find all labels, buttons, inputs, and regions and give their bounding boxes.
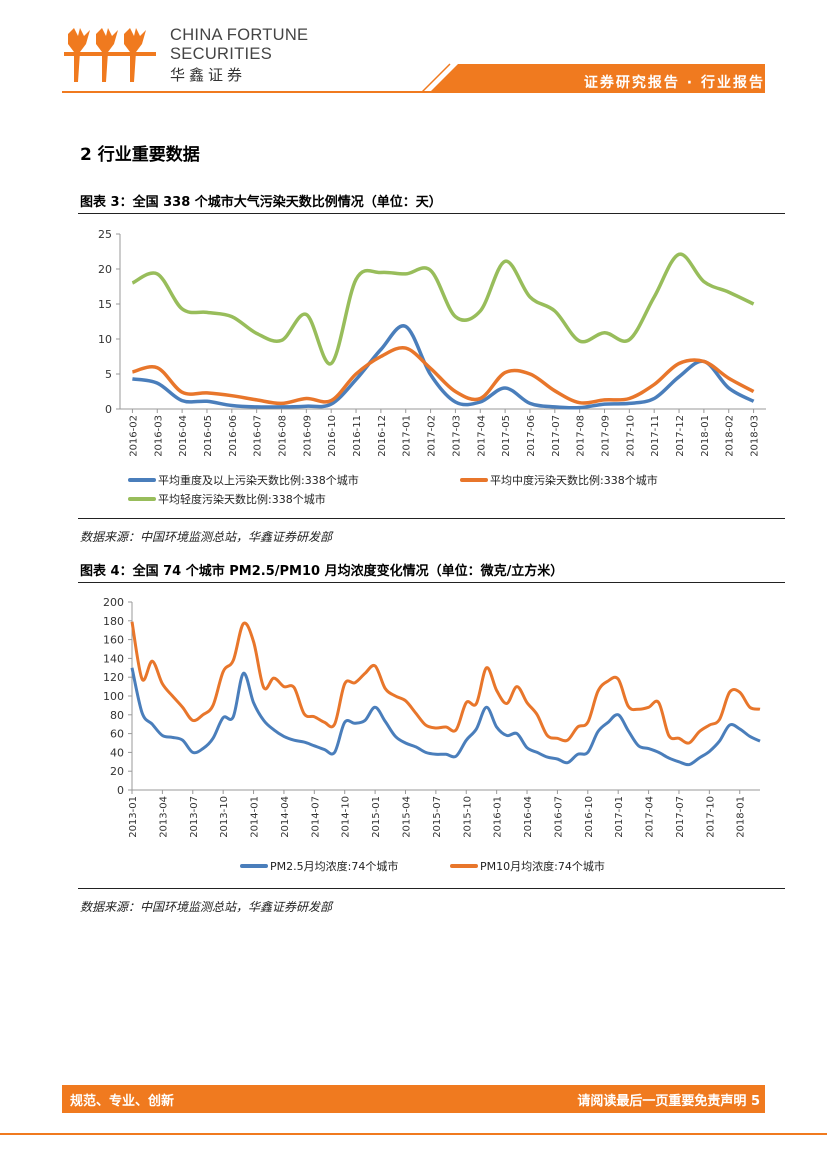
x-tick-label: 2018-02 — [725, 415, 736, 457]
x-tick-label: 2016-04 — [523, 796, 534, 838]
series-line-1 — [132, 324, 755, 410]
y-tick-label: 0 — [105, 403, 112, 416]
x-tick-label: 2017-01 — [402, 415, 413, 457]
x-tick-label: 2018-03 — [750, 415, 761, 457]
x-tick-label: 2018-01 — [736, 796, 747, 838]
x-tick-label: 2016-03 — [153, 415, 164, 457]
footer-rule — [0, 1133, 827, 1135]
figure4-title: 图表 4：全国 74 个城市 PM2.5/PM10 月均浓度变化情况（单位：微克… — [80, 564, 564, 579]
footer-slogan: 规范、专业、创新 — [70, 1094, 175, 1109]
y-tick-label: 15 — [98, 298, 112, 311]
y-tick-label: 10 — [98, 333, 112, 346]
header-tab — [430, 64, 765, 92]
report-type-label: 证券研究报告 · 行业报告 — [583, 75, 765, 91]
x-tick-label: 2015-04 — [401, 796, 412, 838]
x-tick-label: 2014-10 — [341, 796, 352, 838]
figure3-top-rule — [78, 213, 785, 214]
footer-bar — [62, 1085, 765, 1113]
series-line-3 — [131, 252, 755, 366]
y-tick-label: 40 — [110, 746, 124, 759]
y-tick-label: 160 — [103, 634, 124, 647]
footer-disclaimer: 请阅读最后一页重要免责声明 5 — [577, 1094, 760, 1109]
x-tick-label: 2016-10 — [327, 415, 338, 457]
y-tick-label: 140 — [103, 652, 124, 665]
figure4-bottom-rule — [78, 888, 785, 889]
x-tick-label: 2017-04 — [645, 796, 656, 838]
legend-label: 平均重度及以上污染天数比例:338个城市 — [158, 473, 359, 487]
x-tick-label: 2014-01 — [250, 796, 261, 838]
series-line-2 — [131, 345, 755, 406]
x-tick-label: 2016-02 — [128, 415, 139, 457]
x-tick-label: 2016-10 — [584, 796, 595, 838]
x-tick-label: 2016-05 — [203, 415, 214, 457]
x-tick-label: 2016-07 — [253, 415, 264, 457]
x-tick-label: 2017-01 — [614, 796, 625, 838]
x-tick-label: 2017-08 — [576, 415, 587, 457]
y-tick-label: 100 — [103, 690, 124, 703]
x-tick-label: 2014-07 — [310, 796, 321, 838]
x-tick-label: 2017-10 — [625, 415, 636, 457]
x-tick-label: 2016-04 — [178, 415, 189, 457]
y-tick-label: 180 — [103, 615, 124, 628]
x-tick-label: 2016-11 — [352, 415, 363, 457]
x-tick-label: 2017-04 — [476, 415, 487, 457]
x-tick-label: 2018-01 — [700, 415, 711, 457]
figure4-top-rule — [78, 582, 785, 583]
x-tick-label: 2017-12 — [675, 415, 686, 457]
x-tick-label: 2016-06 — [228, 415, 239, 457]
legend-label: 平均轻度污染天数比例:338个城市 — [158, 492, 326, 506]
x-tick-label: 2016-12 — [377, 415, 388, 457]
y-tick-label: 5 — [105, 368, 112, 381]
figure3-bottom-rule — [78, 518, 785, 519]
x-tick-label: 2014-04 — [280, 796, 291, 838]
y-tick-label: 200 — [103, 596, 124, 609]
brand-name-cn: 华鑫证券 — [170, 66, 247, 84]
y-tick-label: 80 — [110, 709, 124, 722]
x-tick-label: 2015-07 — [432, 796, 443, 838]
header-decoration — [62, 63, 765, 93]
figure3-source: 数据来源：中国环境监测总站，华鑫证券研发部 — [80, 530, 333, 544]
section-title: 2 行业重要数据 — [80, 145, 200, 165]
x-tick-label: 2015-01 — [371, 796, 382, 838]
header-tab-edge — [421, 63, 451, 93]
brand-name-en-2: SECURITIES — [170, 45, 273, 63]
y-tick-label: 120 — [103, 671, 124, 684]
chart-pollution-days: 0 5 10 15 20 25 2016-02 2016-03 2016-04 2016-05 20… — [98, 228, 766, 506]
x-tick-label: 2016-09 — [302, 415, 313, 457]
legend-label: PM10月均浓度:74个城市 — [480, 859, 605, 873]
y-tick-label: 0 — [117, 784, 124, 797]
x-tick-label: 2017-06 — [526, 415, 537, 457]
x-tick-label: 2016-01 — [493, 796, 504, 838]
legend-label: 平均中度污染天数比例:338个城市 — [490, 473, 658, 487]
x-tick-label: 2017-05 — [501, 415, 512, 457]
page-header: CHINA FORTUNE SECURITIES 华鑫证券 证券研究报告 · 行… — [0, 0, 827, 100]
legend-label: PM2.5月均浓度:74个城市 — [270, 859, 398, 873]
y-tick-label: 25 — [98, 228, 112, 241]
x-tick-label: 2016-08 — [278, 415, 289, 457]
y-tick-label: 60 — [110, 728, 124, 741]
figure3-title: 图表 3：全国 338 个城市大气污染天数比例情况（单位：天） — [80, 195, 442, 210]
x-tick-label: 2017-11 — [650, 415, 661, 457]
company-logo — [64, 28, 156, 82]
chart-pm-concentration: 0 20 40 60 80 100 120 140 160 180 200 2013-01 2013-0… — [103, 596, 761, 873]
series-line-1 — [130, 667, 761, 767]
figure4-source: 数据来源：中国环境监测总站，华鑫证券研发部 — [80, 900, 333, 914]
x-tick-label: 2015-10 — [462, 796, 473, 838]
x-tick-label: 2017-03 — [451, 415, 462, 457]
x-tick-label: 2017-09 — [601, 415, 612, 457]
brand-name-en-1: CHINA FORTUNE — [170, 26, 309, 44]
x-tick-label: 2013-01 — [128, 796, 139, 838]
x-tick-label: 2017-07 — [551, 415, 562, 457]
x-tick-label: 2013-07 — [189, 796, 200, 838]
x-tick-label: 2013-10 — [219, 796, 230, 838]
series-line-2 — [130, 621, 761, 745]
x-tick-label: 2017-02 — [427, 415, 438, 457]
y-tick-label: 20 — [98, 263, 112, 276]
x-tick-label: 2017-10 — [705, 796, 716, 838]
y-tick-label: 20 — [110, 765, 124, 778]
x-tick-label: 2016-07 — [553, 796, 564, 838]
x-tick-label: 2013-04 — [158, 796, 169, 838]
x-tick-label: 2017-07 — [675, 796, 686, 838]
